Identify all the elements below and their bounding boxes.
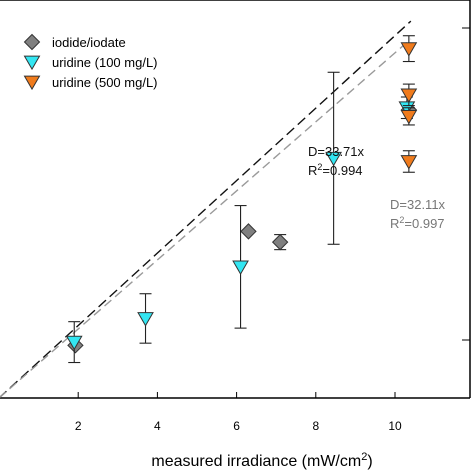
point-iodide-iodate (240, 223, 257, 240)
x-tick-label: 10 (388, 419, 402, 433)
legend-label: uridine (100 mg/L) (52, 55, 158, 70)
point-uridine-500-mg-l (400, 88, 418, 104)
point-iodide-iodate (271, 233, 289, 251)
legend-marker (23, 33, 41, 51)
x-tick-label: 8 (312, 419, 319, 433)
point-uridine-500-mg-l (400, 155, 418, 170)
fit-r2-1: R2=0.994 (308, 162, 363, 178)
fit-equation-2: D=32.11x (390, 197, 446, 212)
point-uridine-100-mg-l (325, 151, 342, 167)
legend-marker (23, 75, 41, 91)
legend-marker (23, 55, 41, 71)
x-axis-title: measured irradiance (mW/cm2) (151, 451, 372, 470)
point-uridine-500-mg-l (400, 42, 418, 57)
fit-r2-2: R2=0.997 (390, 215, 445, 231)
fit-equation-1: D=33.71x (308, 144, 365, 159)
point-uridine-100-mg-l (65, 335, 83, 351)
point-uridine-100-mg-l (137, 312, 154, 327)
point-uridine-500-mg-l (400, 110, 418, 125)
x-tick-label: 6 (233, 419, 240, 433)
plot-area: 2 4 6 8 10 (0, 0, 471, 433)
x-tick-label: 4 (154, 419, 161, 433)
legend-label: iodide/iodate (52, 35, 126, 50)
fit-line-2 (0, 38, 412, 399)
legend-label: uridine (500 mg/L) (52, 75, 158, 90)
x-tick-label: 2 (75, 419, 82, 433)
fit-line-1 (0, 20, 412, 399)
point-uridine-100-mg-l (232, 260, 249, 276)
legend: iodide/iodate uridine (100 mg/L) uridine (… (23, 33, 158, 91)
